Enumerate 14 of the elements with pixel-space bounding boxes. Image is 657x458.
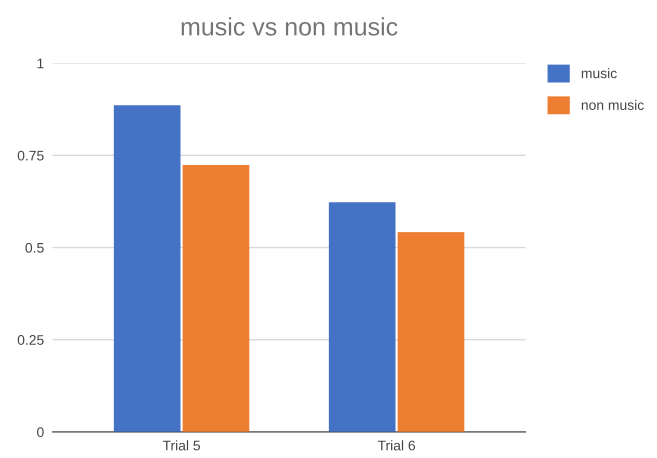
bar [328, 202, 396, 432]
bar [114, 105, 180, 432]
legend-label: non music [582, 100, 644, 110]
chart-title: music vs non music [182, 17, 398, 36]
y-tick-label: 0.25 [18, 335, 44, 345]
bar [398, 232, 464, 432]
y-tick-label: 0.5 [25, 242, 44, 253]
legend-label: music [582, 68, 617, 78]
x-tick-label: Trial 6 [378, 440, 416, 450]
y-tick-label: 0.75 [18, 150, 44, 161]
x-tick-label: Trial 5 [162, 440, 200, 450]
y-tick-label: 1 [38, 58, 44, 68]
y-tick-label: 0 [37, 427, 44, 438]
bar [182, 164, 250, 432]
